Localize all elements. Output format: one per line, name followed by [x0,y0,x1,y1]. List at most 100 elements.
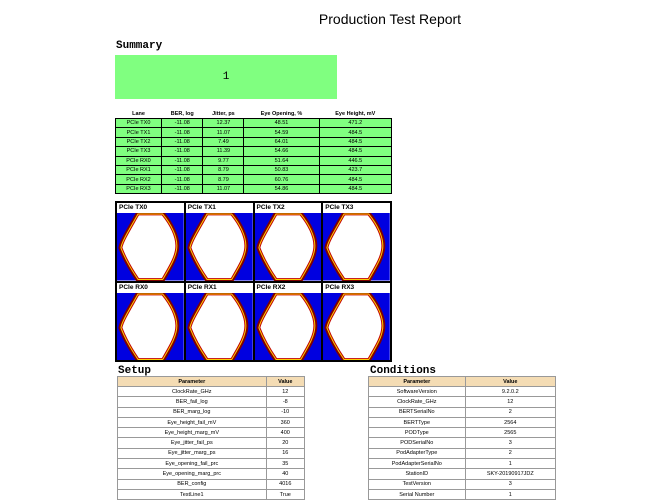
table-cell: -11.08 [161,136,204,148]
table-cell: 1 [464,488,557,500]
table-row: Serial Number 1 [368,488,557,500]
setup-heading: Setup [118,365,152,377]
table-cell: PCIe TX0 [114,117,163,129]
eye-diagram: PCIe TX1 [184,202,254,282]
table-row: BER_marg_log -10 [117,406,306,418]
table-cell: -11.08 [161,164,204,176]
table-cell: PCIe TX2 [114,136,163,148]
column-header: Lane [132,111,145,117]
conditions-table: Parameter Value SoftwareVersion 9.2.0.2 Cloc… [368,376,557,500]
table-cell: 446.5 [318,155,393,166]
eye-diagram: PCIe RX2 [253,281,323,361]
table-cell: -10 [265,406,306,418]
table-row: Eye_jitter_marg_ps 16 [117,447,306,460]
table-cell: -11.08 [161,146,204,157]
table-cell: 8.79 [202,164,245,176]
eye-diagram-label: PCIe RX3 [323,282,390,293]
table-cell: 35 [265,458,306,470]
column-header: Eye Height, mV [335,111,376,117]
column-header: Value [265,376,306,387]
table-cell: PODSerialNo [368,437,466,449]
table-cell: PODType [368,427,466,439]
eye-diagram-grid: PCIe TX0 PCIe TX1 PCIe TX2 PCIe TX3 PCIe RX0… [115,201,392,362]
header-row: Parameter Value [117,376,306,387]
lane-results-table: Lane BER, log Jitter, ps Eye Opening, % Eye … [114,110,393,195]
setup-table: Parameter Value ClockRate_GHz 12 BER_fail_lo… [117,376,306,500]
table-cell: 48.51 [243,117,320,129]
table-cell: 64.01 [243,136,320,148]
column-header: BER, log [170,111,194,117]
table-cell: 9.2.0.2 [464,385,557,398]
table-cell: BER_config [117,478,267,490]
eye-diagram-label: PCIe RX1 [185,282,253,293]
table-cell: ClockRate_GHz [368,396,466,408]
eye-diagram: PCIe TX0 [116,202,185,282]
table-cell: SKY-20190917JDZ [464,468,557,480]
table-cell: TestLine1 [117,488,267,500]
table-row: Eye_jitter_fail_ps 20 [117,437,306,449]
table-row: PodAdapterSerialNo 1 [368,458,557,470]
table-row: PCIe RX1 -11.08 8.79 50.83 423.7 [114,164,393,176]
table-row: BER_fail_log -8 [117,396,306,408]
table-cell: PCIe RX2 [114,174,163,185]
table-cell: 12 [265,385,306,398]
column-header: Parameter [117,376,267,387]
table-row: PodAdapterType 2 [368,447,557,460]
table-cell: PCIe TX1 [114,127,163,138]
table-cell: 20 [265,437,306,449]
table-cell: 40 [265,468,306,480]
table-cell: 12 [464,396,557,408]
header-row: Parameter Value [368,376,557,387]
table-cell: 2564 [464,416,557,429]
table-row: BERTType 2564 [368,416,557,429]
table-row: PCIe RX3 -11.08 11.07 54.86 484.5 [114,183,393,195]
table-row: BERTSerialNo 2 [368,406,557,418]
table-row: TestLine1 True [117,488,306,500]
conditions-heading: Conditions [370,365,437,377]
table-cell: True [265,488,306,500]
table-row: Eye_height_marg_mV 400 [117,427,306,439]
table-cell: Serial Number [368,488,466,500]
table-cell: 400 [265,427,306,439]
table-cell: PCIe RX1 [114,164,163,176]
eye-diagram-label: PCIe TX0 [117,203,184,213]
eye-plot [323,213,390,281]
table-cell: 12.37 [202,117,245,129]
table-row: PODType 2565 [368,427,557,439]
eye-plot [323,292,390,360]
eye-diagram-label: PCIe TX3 [323,203,390,213]
table-cell: -11.08 [161,117,204,129]
eye-plot [185,292,253,360]
table-cell: 7.49 [202,136,245,148]
page-title: Production Test Report [318,11,462,27]
table-row: PCIe TX0 -11.08 12.37 48.51 471.2 [114,117,393,129]
table-row: PCIe RX2 -11.08 8.79 60.76 484.5 [114,174,393,185]
table-cell: SoftwareVersion [368,385,466,398]
table-cell: Eye_jitter_marg_ps [117,447,267,460]
table-cell: 4016 [265,478,306,490]
table-cell: PCIe RX0 [114,155,163,166]
table-cell: 2565 [464,427,557,439]
eye-diagram: PCIe RX1 [184,281,254,361]
table-cell: 484.5 [318,146,393,157]
table-cell: 54.59 [243,127,320,138]
table-cell: -11.08 [161,183,204,195]
table-cell: 8.79 [202,174,245,185]
eye-plot [117,213,184,281]
table-cell: 11.07 [202,127,245,138]
table-cell: BER_marg_log [117,406,267,418]
table-row: StationID SKY-20190917JDZ [368,468,557,480]
table-row: Eye_opening_marg_prc 40 [117,468,306,480]
eye-diagram: PCIe RX3 [322,281,391,361]
column-header: Value [464,376,557,387]
table-cell: Eye_jitter_fail_ps [117,437,267,449]
table-row: ClockRate_GHz 12 [368,396,557,408]
table-cell: TestVersion [368,478,466,490]
table-cell: 2 [464,447,557,460]
table-cell: -11.08 [161,174,204,185]
eye-diagram-label: PCIe TX1 [185,203,253,213]
table-cell: PodAdapterType [368,447,466,460]
table-cell: -11.08 [161,127,204,138]
eye-plot [185,213,253,281]
eye-plot [254,292,322,360]
